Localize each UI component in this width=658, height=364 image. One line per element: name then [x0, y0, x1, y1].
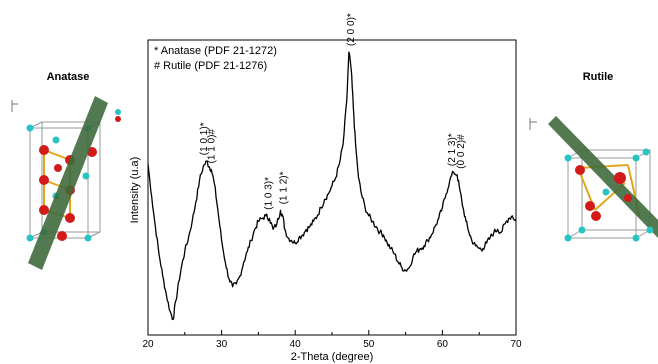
rutile-atoms	[564, 148, 654, 242]
rutile-lattice-plane	[548, 116, 658, 238]
chart-legend: * Anatase (PDF 21-1272) # Rutile (PDF 21…	[154, 45, 277, 72]
x-axis-ticks	[147, 330, 517, 335]
x-tick-label: 30	[216, 339, 228, 350]
plot-frame	[147, 39, 517, 336]
x-tick-label: 40	[290, 339, 302, 350]
peak-label: (0 0 2)#	[456, 134, 467, 169]
x-tick-label: 60	[437, 339, 449, 350]
x-tick-label: 20	[142, 339, 154, 350]
rutile-unit-cell	[567, 149, 651, 239]
legend-entry-anatase: * Anatase (PDF 21-1272)	[154, 45, 277, 57]
peak-label: (1 0 1)*	[199, 122, 210, 155]
peak-label: (1 1 2)*	[278, 171, 289, 204]
legend-entry-rutile: # Rutile (PDF 21-1276)	[154, 60, 267, 72]
anatase-atom-key-icon	[115, 109, 121, 122]
peak-label: (2 1 3)*	[447, 133, 458, 166]
anatase-crystal-panel: Anatase	[11, 71, 121, 270]
anatase-title: Anatase	[47, 71, 90, 83]
xrd-series-line	[147, 51, 517, 321]
anatase-lattice-plane	[28, 96, 108, 270]
x-axis-tick-labels: 20 30 40 50 60 70	[142, 339, 522, 350]
x-tick-label: 70	[510, 339, 522, 350]
rutile-title: Rutile	[583, 71, 614, 83]
peak-label: (1 0 3)*	[264, 177, 275, 210]
xrd-chart: 20 30 40 50 60 70 2-Theta (degree) Intensity …	[129, 13, 522, 363]
x-tick-label: 50	[363, 339, 375, 350]
y-axis-title: Intensity (u.a)	[129, 157, 141, 224]
rutile-crystal-panel: Rutile	[529, 71, 658, 242]
peak-label: (2 0 0)*	[346, 13, 357, 46]
peak-labels: (1 0 1)*(1 1 0)# (1 0 3)* (1 1 2)* (2 0 0)*…	[199, 13, 467, 210]
rutile-axis-icon	[529, 118, 537, 130]
x-axis-title: 2-Theta (degree)	[291, 351, 374, 363]
peak-label: (1 1 0)#	[206, 128, 217, 163]
anatase-axis-icon	[11, 100, 18, 112]
